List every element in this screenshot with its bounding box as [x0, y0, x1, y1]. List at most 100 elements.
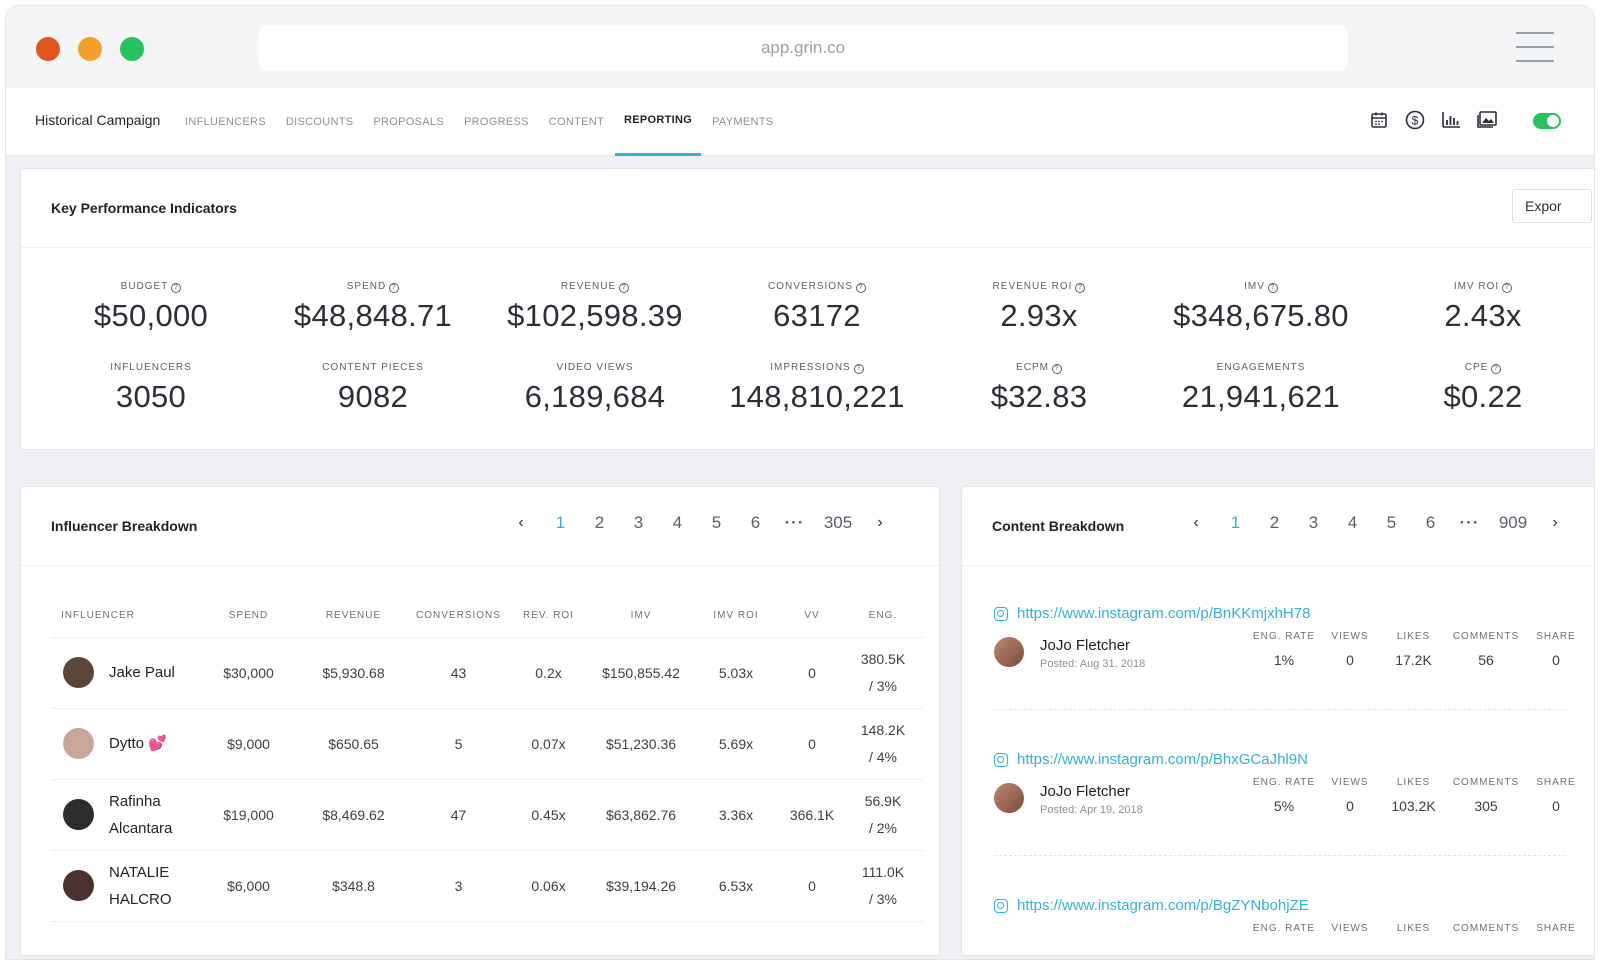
tab-reporting[interactable]: REPORTING	[615, 88, 702, 156]
dollar-icon[interactable]: $	[1404, 109, 1426, 131]
page-6-button[interactable]: 6	[1425, 513, 1436, 532]
address-bar[interactable]: app.grin.co	[258, 25, 1348, 71]
influencer-name[interactable]: Jake Paul	[63, 657, 201, 688]
table-row[interactable]: Jake Paul $30,000 $5,930.68 43 0.2x $150,855.…	[51, 637, 923, 709]
page-5-button[interactable]: 5	[1386, 513, 1397, 532]
menu-icon[interactable]	[1516, 32, 1554, 62]
influencer-name[interactable]: NATALIE HALCRO	[63, 859, 201, 913]
stat-eng-rate: ENG. RATE 1%	[1249, 631, 1319, 668]
help-icon[interactable]: ?	[389, 283, 400, 293]
table-row[interactable]: Dytto 💕 $9,000 $650.65 5 0.07x $51,230.36 5.69…	[51, 708, 923, 780]
tab-payments[interactable]: PAYMENTS	[712, 116, 774, 128]
cell-spend: $6,000	[201, 850, 296, 922]
column-header-influencer[interactable]: INFLUENCER	[51, 595, 201, 638]
cell-rev-roi: 0.07x	[506, 708, 591, 780]
campaign-toggle[interactable]	[1533, 113, 1561, 129]
author-name[interactable]: JoJo Fletcher	[1040, 783, 1131, 800]
kpi-title: Key Performance Indicators	[51, 200, 237, 216]
page-2-button[interactable]: 2	[594, 513, 605, 532]
page-3-button[interactable]: 3	[633, 513, 644, 532]
page-6-button[interactable]: 6	[750, 513, 761, 532]
page-4-button[interactable]: 4	[1347, 513, 1358, 532]
help-icon[interactable]: ?	[1051, 364, 1062, 374]
influencer-name[interactable]: Rafinha Alcantara	[63, 788, 201, 842]
tab-discounts[interactable]: DISCOUNTS	[285, 116, 354, 128]
post-url[interactable]: https://www.instagram.com/p/BhxGCaJhl9N	[1017, 751, 1308, 768]
kpi-label: IMV?	[1161, 281, 1361, 295]
stat-likes: LIKES	[1381, 923, 1446, 934]
page-5-button[interactable]: 5	[711, 513, 722, 532]
post-author: JoJo Fletcher Posted: Aug 31, 2018	[994, 637, 1145, 670]
column-header-eng[interactable]: ENG.	[843, 595, 923, 638]
column-header-imv-roi[interactable]: IMV ROI	[691, 595, 781, 638]
kpi-value: 9082	[337, 379, 409, 414]
tab-influencers[interactable]: INFLUENCERS	[185, 116, 266, 128]
tab-proposals[interactable]: PROPOSALS	[373, 116, 444, 128]
influencer-name-line: Dytto 💕	[109, 735, 167, 752]
kpi-label: SPEND?	[273, 281, 473, 295]
page-4-button[interactable]: 4	[672, 513, 683, 532]
engagements: 380.5K	[860, 650, 906, 667]
influencer-name-text: Dytto 💕	[109, 730, 167, 757]
page-2-button[interactable]: 2	[1269, 513, 1280, 532]
help-icon[interactable]: ?	[619, 283, 630, 293]
prev-page-button[interactable]: ‹	[518, 514, 524, 531]
post-link[interactable]: https://www.instagram.com/p/BnKKmjxhH78	[994, 605, 1594, 622]
page-3-button[interactable]: 3	[1308, 513, 1319, 532]
stat-value: 17.2K	[1395, 652, 1432, 668]
bar-chart-icon[interactable]	[1440, 109, 1462, 131]
column-header-spend[interactable]: SPEND	[201, 595, 296, 638]
post-date: Posted: Apr 19, 2018	[1040, 804, 1143, 816]
table-row[interactable]: Rafinha Alcantara $19,000 $8,469.62 47 0.45x $…	[51, 779, 923, 851]
page-1-button[interactable]: 1	[555, 513, 566, 532]
column-header-vv[interactable]: VV	[781, 595, 843, 638]
export-button[interactable]: Expor	[1512, 189, 1592, 223]
calendar-icon[interactable]	[1368, 109, 1390, 131]
column-header-imv[interactable]: IMV	[591, 595, 691, 638]
content-breakdown-title: Content Breakdown	[992, 518, 1125, 534]
close-window-button[interactable]	[36, 37, 60, 61]
column-header-conversions[interactable]: CONVERSIONS	[411, 595, 506, 638]
influencer-name[interactable]: Dytto 💕	[63, 728, 201, 759]
next-page-button[interactable]: ›	[877, 514, 883, 531]
help-icon[interactable]: ?	[1075, 283, 1086, 293]
help-icon[interactable]: ?	[1491, 364, 1502, 374]
stat-share: SHARE 0	[1526, 631, 1586, 668]
influencer-name-line: Jake Paul	[109, 664, 175, 681]
post-url[interactable]: https://www.instagram.com/p/BnKKmjxhH78	[1017, 605, 1311, 622]
table-row[interactable]: NATALIE HALCRO $6,000 $348.8 3 0.06x $39,194.2…	[51, 850, 923, 922]
post-link[interactable]: https://www.instagram.com/p/BgZYNbohjZE	[994, 897, 1594, 914]
campaign-title[interactable]: Historical Campaign	[35, 112, 161, 128]
cell-conversions: 43	[411, 637, 506, 709]
help-icon[interactable]: ?	[1267, 283, 1278, 293]
help-icon[interactable]: ?	[171, 283, 182, 293]
help-icon[interactable]: ?	[853, 364, 864, 374]
page-1-button[interactable]: 1	[1230, 513, 1241, 532]
tab-progress[interactable]: PROGRESS	[463, 116, 529, 128]
influencer-name-line: HALCRO	[109, 890, 172, 908]
prev-page-button[interactable]: ‹	[1193, 514, 1199, 531]
help-icon[interactable]: ?	[1502, 283, 1513, 293]
column-header-revenue[interactable]: REVENUE	[296, 595, 411, 638]
maximize-window-button[interactable]	[120, 37, 144, 61]
next-page-button[interactable]: ›	[1552, 514, 1558, 531]
kpi-video-views: VIDEO VIEWS 6,189,684	[495, 362, 695, 415]
stat-share: SHARE 0	[1526, 777, 1586, 814]
author-name[interactable]: JoJo Fletcher	[1040, 637, 1131, 654]
gallery-icon[interactable]	[1476, 109, 1498, 131]
post-url[interactable]: https://www.instagram.com/p/BgZYNbohjZE	[1017, 897, 1309, 914]
kpi-label-text: VIDEO VIEWS	[556, 362, 634, 373]
avatar	[994, 637, 1024, 667]
instagram-icon	[994, 898, 1008, 913]
post-link[interactable]: https://www.instagram.com/p/BhxGCaJhl9N	[994, 751, 1594, 768]
column-header-rev-roi[interactable]: REV. ROI	[506, 595, 591, 638]
kpi-imv: IMV? $348,675.80	[1161, 281, 1361, 334]
help-icon[interactable]: ?	[855, 283, 866, 293]
last-page-button[interactable]: 305	[823, 513, 853, 532]
kpi-value: 21,941,621	[1181, 379, 1341, 414]
tab-content[interactable]: CONTENT	[548, 116, 604, 128]
last-page-button[interactable]: 909	[1498, 513, 1528, 532]
kpi-label-text: INFLUENCERS	[110, 362, 192, 373]
influencer-cell: Jake Paul	[51, 637, 201, 709]
minimize-window-button[interactable]	[78, 37, 102, 61]
